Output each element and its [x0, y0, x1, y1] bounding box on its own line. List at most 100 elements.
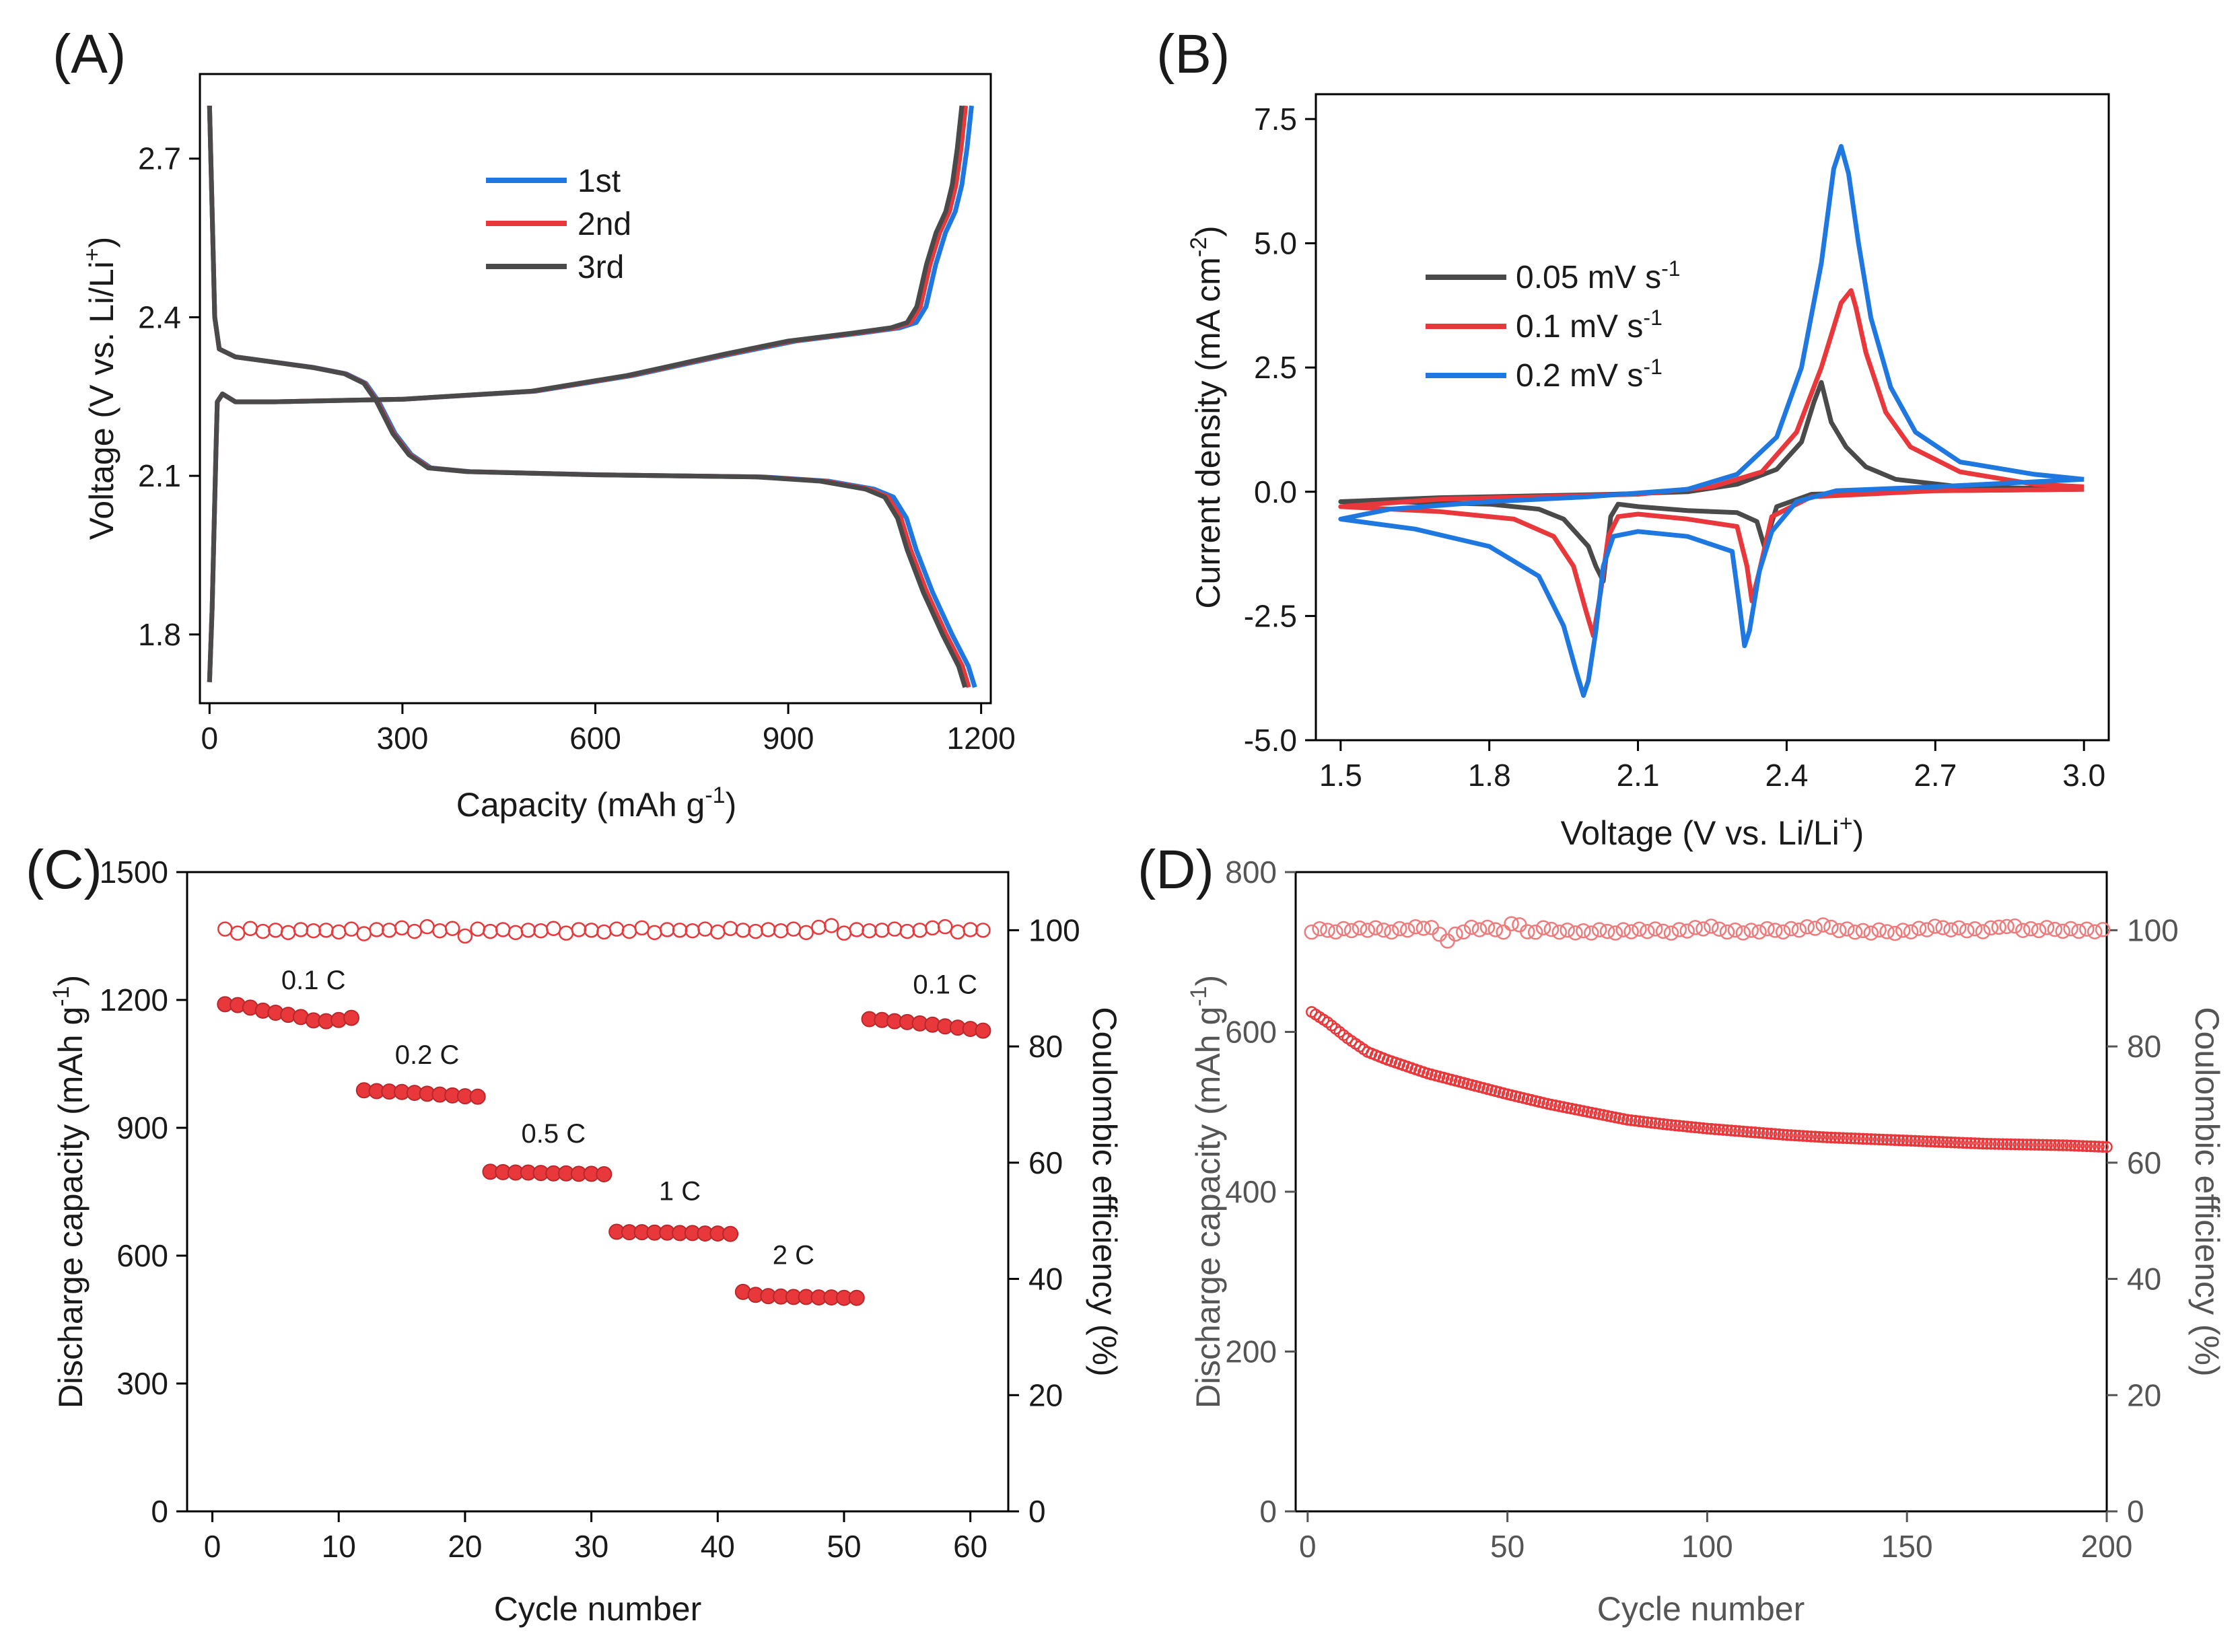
panel-d-ce-point [1679, 923, 1695, 939]
panel-c-ce-point [444, 921, 460, 937]
panel-c-ce-point [608, 921, 625, 937]
panel-b-y-axis-title-main: Current density (mA cm [1189, 257, 1227, 608]
panel-b-legend-label-01-sup: -1 [1643, 306, 1662, 330]
panel-d-capacity-point [1961, 1137, 1973, 1149]
panel-d-capacity-point [1868, 1133, 1881, 1145]
panel-d-capacity-point [1817, 1131, 1829, 1143]
panel-d-ce-point [1887, 925, 1903, 941]
panel-d-capacity-point [1693, 1122, 1706, 1134]
panel-c: (C) 0 10 20 30 40 50 60 0 300 600 900 1200 1500 0 20… [26, 839, 1123, 1628]
panel-d-capacity-point [1845, 1132, 1857, 1145]
panel-a-legend-label-2nd: 2nd [578, 207, 631, 242]
panel-c-ce-point [672, 923, 688, 938]
panel-d-ce-series [1304, 916, 2111, 949]
panel-d-ce-point [1719, 924, 1735, 940]
panel-d-ce-point [1335, 921, 1352, 937]
panel-d-capacity-point [1801, 1130, 1813, 1143]
panel-d-capacity-point [1909, 1135, 1921, 1147]
panel-d-capacity-point [1897, 1135, 1910, 1147]
panel-d-ce-point [1504, 916, 1519, 931]
panel-d-ce-point [1823, 919, 1839, 935]
panel-d-capacity-point [1949, 1137, 1961, 1149]
panel-c-ce-point [571, 922, 587, 937]
panel-d-capacity-point [1669, 1119, 1681, 1132]
panel-d-ce-point [1399, 923, 1415, 938]
panel-d-ce-point [1496, 924, 1511, 940]
panel-c-ce-point [330, 924, 347, 940]
panel-c-ce-point [621, 923, 637, 939]
panel-b-label: (B) [1156, 24, 1230, 85]
panel-d-capacity-point [1813, 1130, 1825, 1143]
panel-d-ce-point [1704, 919, 1719, 934]
panel-d-ce-point [2023, 921, 2039, 937]
panel-c-plot-frame [186, 871, 1010, 1513]
panel-c-ce-point [533, 923, 549, 939]
panel-d-capacity-point [2013, 1138, 2025, 1151]
panel-d-capacity-point [1953, 1137, 1965, 1149]
panel-c-ce-point [849, 922, 865, 937]
panel-d-ce-point [1687, 920, 1703, 935]
panel-d-capacity-point [2021, 1139, 2033, 1151]
panel-d-capacity-point [1785, 1129, 1797, 1141]
panel-c-y-tick-label: 0 [151, 1494, 168, 1529]
panel-d-ce-point [1527, 925, 1543, 940]
panel-d-ce-point [1632, 921, 1647, 937]
panel-d-ce-point [1919, 922, 1935, 937]
panel-c-y-tick-label: 1200 [100, 982, 168, 1017]
panel-d-capacity-point [1989, 1138, 2001, 1150]
panel-d-capacity-point [2008, 1138, 2021, 1151]
panel-d-ce-point [1584, 925, 1599, 941]
panel-d-ce-point [1983, 920, 1999, 936]
panel-d-ce-point [1799, 919, 1815, 935]
panel-c-rate-label: 0.5 C [522, 1119, 586, 1149]
panel-b-y-axis-title: Current density (mA cm-2) [1186, 225, 1227, 608]
panel-c-ce-point [912, 923, 928, 938]
panel-d-capacity-point [1857, 1133, 1869, 1145]
panel-c-y-tick-label: 900 [116, 1110, 168, 1145]
panel-b-y-tick-label: 2.5 [1254, 350, 1297, 385]
panel-b-legend-label-01: 0.1 mV s-1 [1516, 306, 1663, 345]
panel-d-capacity-point [1861, 1133, 1873, 1145]
panel-d-capacity-point [1665, 1119, 1677, 1131]
panel-d-capacity-point [1737, 1125, 1749, 1138]
panel-d-ce-point [1775, 924, 1791, 940]
panel-d-capacity-point [1917, 1135, 1929, 1147]
panel-d-ce-point [1448, 926, 1463, 942]
panel-d-y-axis-title-sup: -1 [1186, 986, 1212, 1006]
panel-a: (A) 0 300 600 900 1200 1.8 2.1 2.4 2.7 Capacity… [53, 24, 1016, 824]
panel-d-y2-tick-label: 60 [2127, 1145, 2161, 1180]
panel-d-capacity-point [1996, 1138, 2009, 1150]
panel-c-y2-tick-label: 20 [1028, 1377, 1063, 1412]
panel-b-x-tick-label: 1.5 [1319, 758, 1362, 793]
panel-d-capacity-point [1925, 1135, 1937, 1148]
panel-a-legend-label-1st: 1st [578, 164, 621, 199]
panel-c-ce-point [268, 923, 283, 938]
panel-a-legend-label-3rd: 3rd [578, 250, 624, 285]
panel-c-ce-point [874, 923, 890, 938]
panel-c-ce-point [242, 921, 258, 937]
panel-c-y2-tick-label: 80 [1028, 1029, 1063, 1064]
panel-d-ce-point [1607, 925, 1623, 941]
panel-d-capacity-point [1865, 1133, 1877, 1145]
panel-d-capacity-point [1685, 1121, 1698, 1133]
panel-c-ce-point [785, 921, 802, 937]
panel-c-ce-point [975, 923, 991, 938]
panel-d-capacity-point [1645, 1116, 1658, 1129]
panel-c-y-ticks: 0 300 600 900 1200 1500 [100, 855, 187, 1529]
panel-d-ce-point [1623, 924, 1639, 939]
panel-b-legend-label-02-main: 0.2 mV s [1516, 358, 1643, 394]
panel-c-capacity-point [975, 1022, 991, 1039]
panel-d-capacity-point [1661, 1118, 1673, 1130]
panel-d-axis-titles: Cycle number Discharge capacity (mAh g-1… [1186, 975, 2226, 1628]
panel-d-y-axis-title-main: Discharge capacity (mAh g [1189, 1007, 1227, 1408]
panel-b-x-axis-title-sup: + [1840, 811, 1853, 836]
panel-c-ce-point [280, 925, 296, 941]
panel-a-y-tick-label: 2.7 [138, 141, 181, 176]
panel-d-ce-point [1807, 921, 1823, 936]
panel-d-y-axis-title-end: ) [1189, 975, 1227, 986]
panel-d-capacity-point [1689, 1121, 1702, 1134]
panel-c-ce-point [382, 923, 397, 938]
panel-d-x-tick-label: 200 [2081, 1529, 2133, 1564]
panel-d-capacity-point [1940, 1136, 1953, 1149]
panel-c-x-tick-label: 10 [322, 1529, 356, 1564]
